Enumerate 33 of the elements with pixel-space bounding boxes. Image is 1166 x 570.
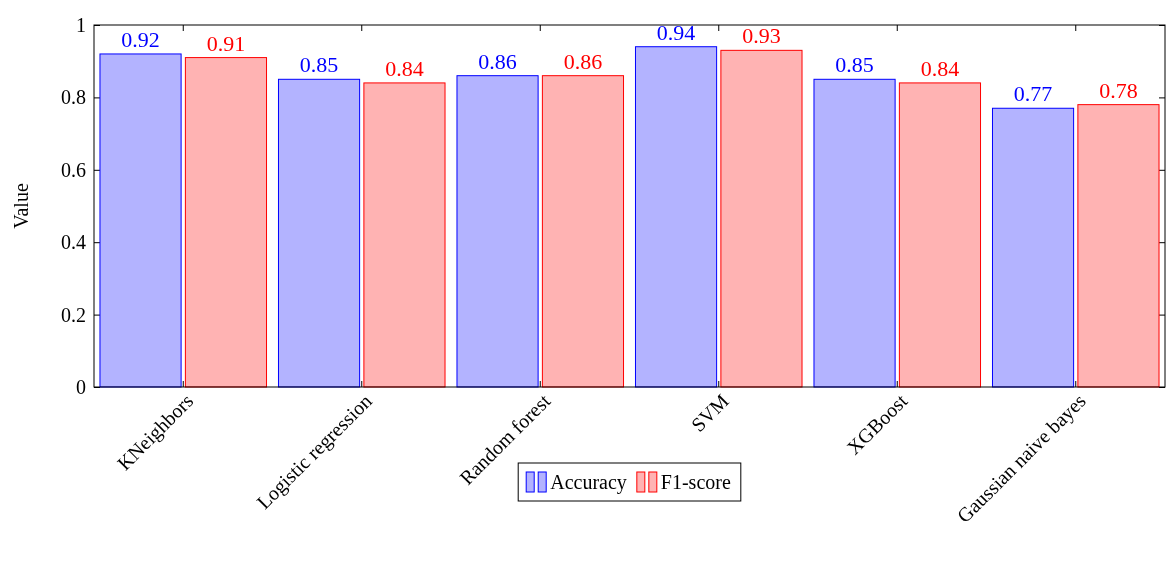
y-tick-label: 0.8 xyxy=(61,86,86,109)
bar xyxy=(634,46,718,388)
data-label: 0.77 xyxy=(1013,81,1053,107)
bar xyxy=(991,107,1075,388)
data-label: 0.85 xyxy=(835,52,874,78)
data-label: 0.91 xyxy=(206,30,246,56)
data-label: 0.84 xyxy=(920,55,960,81)
bar xyxy=(898,82,982,388)
y-tick-label: 1 xyxy=(76,13,86,36)
bar xyxy=(277,78,361,388)
bar xyxy=(1077,104,1160,388)
bar xyxy=(99,53,182,388)
bar xyxy=(541,75,625,388)
legend-label: F1-score xyxy=(660,471,731,493)
y-tick-label: 0 xyxy=(76,375,86,398)
bar xyxy=(720,49,803,388)
data-label: 0.84 xyxy=(385,55,424,81)
bar xyxy=(456,75,539,388)
data-label: 0.86 xyxy=(478,48,517,74)
y-tick-label: 0.6 xyxy=(61,158,86,181)
data-label: 0.86 xyxy=(563,48,603,74)
data-label: 0.78 xyxy=(1099,77,1138,103)
data-label: 0.94 xyxy=(656,19,696,45)
y-tick-label: 0.2 xyxy=(61,303,86,326)
y-tick-label: 0.4 xyxy=(61,231,86,254)
legend-label: Accuracy xyxy=(550,471,627,494)
data-label: 0.85 xyxy=(299,52,339,78)
data-label: 0.93 xyxy=(742,23,781,49)
y-axis-title: Value xyxy=(10,183,32,229)
bar xyxy=(813,78,896,388)
data-label: 0.92 xyxy=(121,26,160,52)
bar xyxy=(184,57,268,388)
bar xyxy=(363,82,446,388)
